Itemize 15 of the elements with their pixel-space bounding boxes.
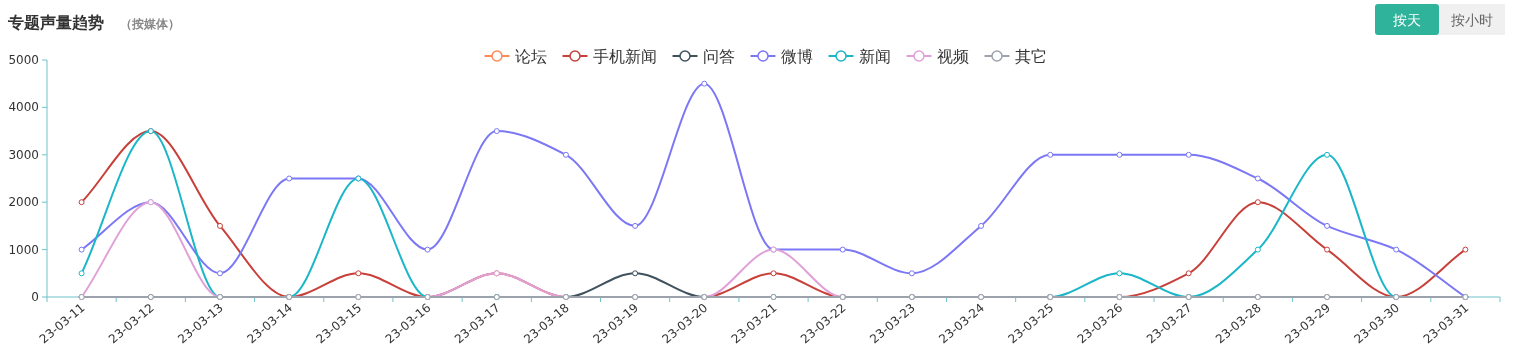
y-tick-label: 0 [31, 290, 39, 304]
legend-label: 问答 [702, 47, 735, 66]
legend-label: 新闻 [858, 47, 891, 66]
y-tick-label: 5000 [8, 53, 39, 67]
legend-label: 论坛 [514, 47, 547, 66]
legend-label: 其它 [1014, 47, 1047, 66]
legend-label: 手机新闻 [592, 47, 657, 66]
chart-subtitle: （按媒体） [120, 17, 180, 31]
y-tick-label: 3000 [8, 147, 39, 162]
legend-label: 微博 [780, 47, 813, 66]
y-tick-label: 4000 [8, 100, 39, 115]
legend-label: 视频 [936, 47, 969, 66]
y-tick-label: 1000 [8, 242, 39, 257]
y-tick-label: 2000 [8, 195, 39, 210]
chart-title: 专题声量趋势 [7, 13, 104, 32]
